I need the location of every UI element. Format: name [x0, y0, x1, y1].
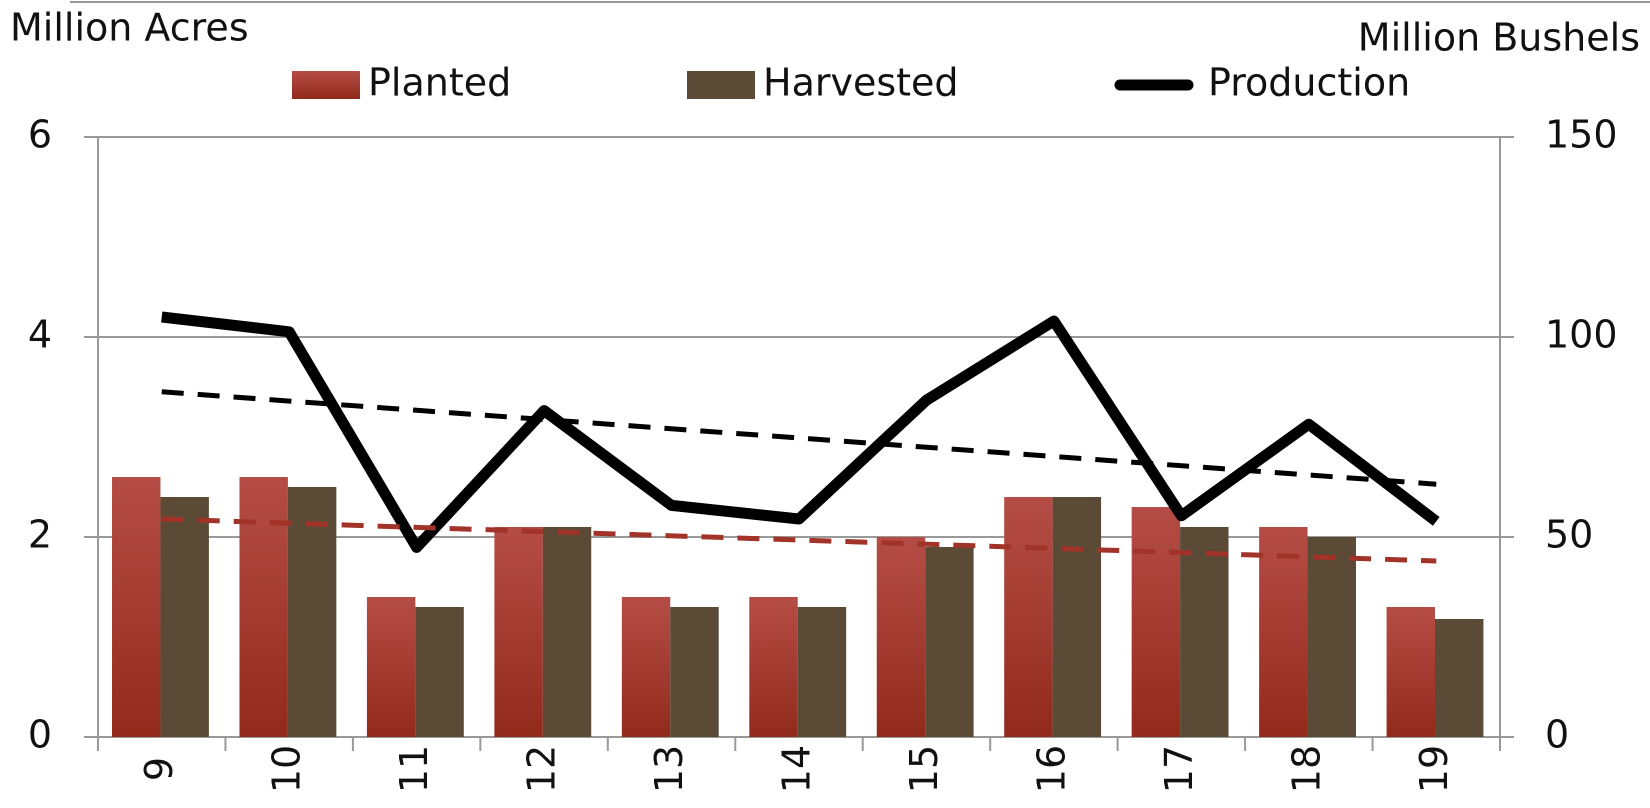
x-tick-label: 12 [520, 745, 564, 793]
bar [1052, 497, 1102, 737]
bar [542, 527, 592, 737]
y2-tick-label: 0 [1545, 713, 1569, 757]
x-tick-label: 17 [1157, 745, 1201, 793]
bar [287, 487, 337, 737]
bar [160, 497, 209, 737]
x-tick-label: 9 [137, 757, 181, 781]
bar [1307, 537, 1356, 737]
bar [797, 607, 847, 737]
y-tick-label: 0 [28, 713, 52, 757]
bar [1259, 527, 1308, 737]
bar [1131, 507, 1181, 737]
bar [1180, 527, 1229, 737]
y-tick-label: 4 [28, 313, 52, 357]
bar [621, 597, 671, 737]
legend-swatch [292, 71, 360, 99]
y2-tick-label: 100 [1545, 313, 1618, 357]
legend-label: Production [1208, 61, 1410, 105]
x-tick-label: 10 [265, 745, 309, 793]
bar [112, 477, 161, 737]
x-tick-label: 19 [1412, 745, 1456, 793]
x-tick-label: 11 [392, 745, 436, 793]
x-tick-label: 13 [647, 745, 691, 793]
y-axis-title: Million Acres [10, 6, 249, 50]
bar [749, 597, 798, 737]
production-line [161, 311, 1440, 553]
bar [1434, 619, 1484, 737]
bar [239, 477, 288, 737]
x-tick-label: 16 [1029, 745, 1073, 793]
x-tick-label: 18 [1284, 745, 1328, 793]
bar [494, 527, 543, 737]
legend-label: Harvested [763, 61, 959, 105]
bar [415, 607, 464, 737]
y-tick-label: 2 [28, 513, 52, 557]
legend-label: Planted [368, 61, 511, 105]
y-tick-label: 6 [28, 113, 52, 157]
legend-swatch [687, 71, 755, 99]
x-tick-label: 14 [775, 745, 819, 793]
trend-line [161, 516, 1437, 564]
x-tick-label: 15 [902, 745, 946, 793]
bar [925, 547, 974, 737]
trend-line [161, 389, 1437, 487]
bar [1004, 497, 1053, 737]
bar [670, 607, 719, 737]
bar [366, 597, 416, 737]
bar [1386, 607, 1435, 737]
y2-axis-title: Million Bushels [1358, 16, 1640, 60]
y2-tick-label: 150 [1545, 113, 1618, 157]
y2-tick-label: 50 [1545, 513, 1593, 557]
bar [876, 537, 926, 737]
